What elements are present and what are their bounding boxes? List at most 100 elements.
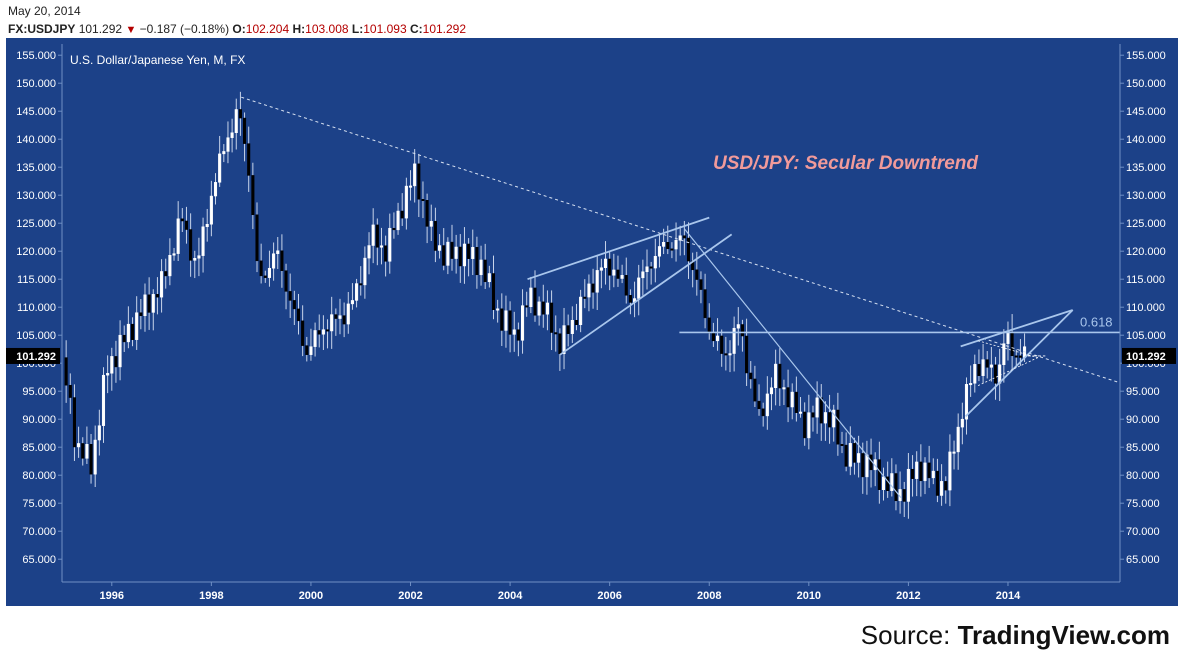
candle-up [857, 453, 861, 463]
candle-up [222, 151, 226, 155]
candle [139, 299, 143, 330]
y-tick-label-right: 75.000 [1126, 498, 1160, 510]
candle-down [944, 481, 948, 491]
candle [745, 318, 749, 386]
candle [392, 212, 396, 239]
y-tick-label-right: 80.000 [1126, 470, 1160, 482]
candle-down [255, 214, 259, 262]
candle [363, 246, 367, 299]
candle [977, 349, 981, 382]
symbol-label[interactable]: FX:USDJPY [8, 22, 76, 36]
candle [612, 253, 616, 288]
candle-up [653, 255, 657, 269]
candle-up [981, 359, 985, 376]
candle [342, 302, 346, 338]
candle [832, 404, 836, 442]
candle-up [570, 319, 574, 334]
candle-down [317, 330, 321, 335]
candle [786, 369, 790, 423]
candle-up [408, 185, 413, 188]
candle-up [267, 267, 271, 278]
candle-up [769, 387, 774, 395]
candle-down [288, 291, 292, 301]
candle-down [130, 323, 135, 340]
y-tick-label-left: 155.000 [16, 50, 56, 62]
candle [844, 432, 848, 472]
current-price-tag [1122, 347, 1176, 364]
y-tick-label-right: 140.000 [1126, 134, 1166, 146]
candle-up [956, 426, 960, 453]
candle [599, 258, 603, 289]
candle [408, 170, 413, 201]
candle [218, 135, 222, 187]
candle [989, 346, 993, 382]
y-tick-label-left: 75.000 [22, 498, 56, 510]
down-arrow-icon: ▼ [125, 24, 137, 36]
candle-up [396, 210, 400, 231]
candle [247, 126, 251, 192]
candle-up [471, 247, 475, 259]
candle-down [566, 325, 570, 334]
candle [350, 283, 354, 310]
candle [641, 259, 645, 296]
wedge-2004-2007-line [559, 233, 733, 356]
candle-down [583, 296, 587, 299]
candle-up [960, 418, 964, 428]
close-label: C: [409, 22, 423, 36]
low-value: 101.093 [363, 22, 407, 36]
candle-down [483, 259, 487, 283]
chart-panel [6, 38, 1178, 606]
candle [628, 289, 632, 315]
candle-down [699, 279, 703, 290]
candle-down [425, 200, 429, 227]
high-value: 103.008 [305, 22, 349, 36]
candle [512, 311, 516, 352]
candle-down [467, 243, 471, 259]
source-brand[interactable]: TradingView.com [957, 620, 1170, 650]
candle-up [774, 363, 778, 388]
candle [89, 434, 93, 484]
y-tick-label-right: 95.000 [1126, 386, 1160, 398]
candle [761, 402, 765, 427]
candle-up [881, 476, 886, 490]
candle-down [886, 476, 890, 492]
candle [471, 229, 475, 276]
candle-up [952, 451, 956, 454]
candle-down [1018, 355, 1022, 358]
candle-up [367, 245, 371, 259]
candle [425, 193, 429, 244]
candle-up [823, 412, 827, 424]
candle-up [205, 223, 209, 228]
candle-up [479, 259, 483, 276]
candle [81, 437, 85, 466]
candle [533, 270, 537, 322]
y-tick-label-left: 120.000 [16, 246, 56, 258]
candle-up [230, 132, 234, 138]
chart-axes: 65.000 65.000 70.000 70.000 75.000 75.000 80.0… [6, 44, 1176, 602]
candle-up [612, 269, 616, 276]
candle-up [782, 387, 786, 390]
candle [587, 274, 591, 312]
price-change: −0.187 (−0.18%) [139, 22, 230, 36]
price-chart[interactable]: 65.000 65.000 70.000 70.000 75.000 75.000 80.0… [0, 38, 1184, 606]
candle [699, 271, 703, 304]
candle [678, 225, 682, 256]
candle [483, 243, 487, 289]
candle-up [446, 241, 450, 266]
candle-up [807, 412, 811, 439]
candle [521, 289, 525, 354]
candle-up [603, 258, 608, 268]
y-tick-label-left: 150.000 [16, 78, 56, 90]
candle-up [832, 409, 836, 428]
candle-up [595, 270, 599, 293]
candle [769, 377, 774, 411]
candle-down [757, 400, 761, 410]
candle-down [836, 409, 840, 445]
candle [421, 181, 425, 219]
y-tick-label-left: 140.000 [16, 134, 56, 146]
candle-down [296, 308, 301, 322]
candle [487, 265, 491, 288]
candle [296, 293, 301, 335]
candle-down [384, 245, 388, 262]
candle-up [346, 303, 350, 325]
